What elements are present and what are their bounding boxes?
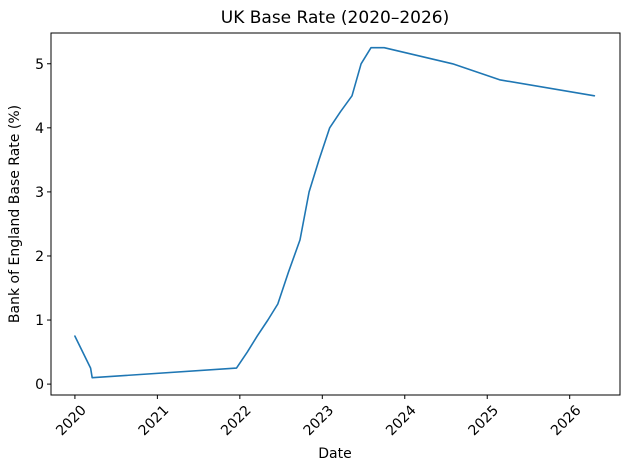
y-tick-label: 4	[35, 121, 44, 137]
y-tick-label: 0	[35, 377, 44, 393]
x-axis-label: Date	[318, 446, 351, 462]
series-group	[74, 46, 596, 379]
x-tick-label: 2026	[548, 402, 585, 439]
x-tick-label: 2024	[383, 402, 420, 439]
y-axis-ticks: 0 1 2 3 4 5	[35, 57, 51, 393]
chart-title: UK Base Rate (2020–2026)	[221, 8, 449, 28]
x-tick-label: 2021	[136, 403, 173, 440]
x-axis-ticks: 2020 2021 2022 2023 2024 2025 2026	[53, 395, 585, 440]
y-tick-label: 3	[35, 185, 44, 201]
x-tick-label: 2023	[301, 403, 338, 440]
x-tick-label: 2020	[53, 403, 90, 440]
x-tick-label: 2022	[218, 403, 255, 440]
x-tick-label: 2025	[466, 403, 503, 440]
y-tick-label: 1	[35, 313, 44, 329]
y-axis-label: Bank of England Base Rate (%)	[7, 105, 23, 323]
y-tick-label: 2	[35, 249, 44, 265]
plot-area	[50, 32, 621, 396]
base-rate-line	[74, 46, 596, 379]
y-tick-label: 5	[35, 57, 44, 73]
